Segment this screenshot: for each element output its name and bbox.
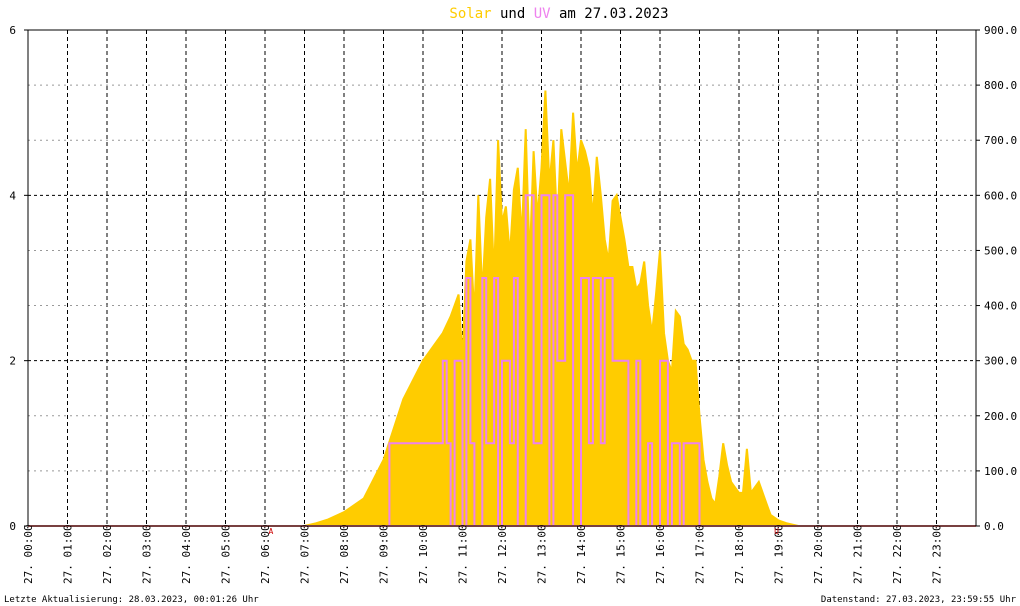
tick-labels: 0 2 4 6 0.0 100.0 200.0 300.0 400.0 500.0 600.0 700…	[9, 24, 1017, 584]
x-tick-label: 27. 08:00	[338, 524, 351, 584]
footer-right: Datenstand: 27.03.2023, 23:59:55 Uhr	[821, 595, 1017, 605]
x-tick-label: 27. 15:00	[615, 524, 628, 584]
x-tick-label: 27. 01:00	[62, 524, 75, 584]
plot-frame	[27, 29, 977, 527]
x-tick-label: 27. 00:00	[22, 524, 35, 584]
marker-a: A	[269, 527, 274, 536]
x-tick-label: 27. 10:00	[417, 524, 430, 584]
x-tick-label: 27. 07:00	[299, 524, 312, 584]
x-tick-label: 27. 20:00	[812, 524, 825, 584]
x-tick-label: 27. 05:00	[220, 524, 233, 584]
x-tick-label: 27. 03:00	[141, 524, 154, 584]
y-left-tick-label: 4	[9, 189, 16, 202]
y-right-tick-label: 100.0	[984, 465, 1017, 478]
x-tick-label: 27. 09:00	[378, 524, 391, 584]
series-layer	[28, 90, 976, 527]
y-left-tick-label: 0	[9, 520, 16, 533]
y-right-tick-label: 600.0	[984, 189, 1017, 202]
x-tick-label: 27. 22:00	[891, 524, 904, 584]
x-tick-label: 27. 18:00	[733, 524, 746, 584]
series-area-solar	[28, 90, 976, 526]
x-tick-label: 27. 14:00	[575, 524, 588, 584]
y-right-tick-label: 900.0	[984, 24, 1017, 37]
x-tick-label: 27. 02:00	[101, 524, 114, 584]
x-tick-label: 27. 21:00	[852, 524, 865, 584]
x-tick-label: 27. 12:00	[496, 524, 509, 584]
marker-u: U	[774, 527, 779, 536]
title-part-2: UV	[534, 6, 551, 22]
x-tick-label: 27. 17:00	[694, 524, 707, 584]
title-part-0: Solar	[449, 6, 491, 22]
footer-left: Letzte Aktualisierung: 28.03.2023, 00:01…	[4, 595, 259, 605]
y-right-tick-label: 700.0	[984, 134, 1017, 147]
title-part-1: und	[492, 6, 534, 22]
x-tick-label: 27. 19:00	[773, 524, 786, 584]
y-right-tick-label: 500.0	[984, 244, 1017, 257]
x-tick-label: 27. 04:00	[180, 524, 193, 584]
y-right-tick-label: 300.0	[984, 355, 1017, 368]
y-left-tick-label: 6	[9, 24, 16, 37]
y-right-tick-label: 800.0	[984, 79, 1017, 92]
x-tick-label: 27. 16:00	[654, 524, 667, 584]
y-right-tick-label: 400.0	[984, 300, 1017, 313]
title-part-3: am 27.03.2023	[551, 6, 669, 22]
x-tick-label: 27. 11:00	[457, 524, 470, 584]
y-right-tick-label: 0.0	[984, 520, 1004, 533]
series-line-solar	[28, 90, 976, 527]
x-tick-label: 27. 13:00	[536, 524, 549, 584]
x-tick-label: 27. 06:00	[259, 524, 272, 584]
chart-title: Solar und UV am 27.03.2023	[449, 6, 668, 22]
x-tick-label: 27. 23:00	[931, 524, 944, 584]
y-right-tick-label: 200.0	[984, 410, 1017, 423]
axes	[24, 29, 980, 527]
y-left-tick-label: 2	[9, 355, 16, 368]
